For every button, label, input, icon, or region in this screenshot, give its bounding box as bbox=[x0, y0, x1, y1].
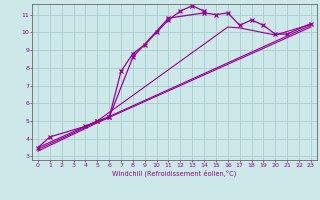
X-axis label: Windchill (Refroidissement éolien,°C): Windchill (Refroidissement éolien,°C) bbox=[112, 169, 236, 177]
